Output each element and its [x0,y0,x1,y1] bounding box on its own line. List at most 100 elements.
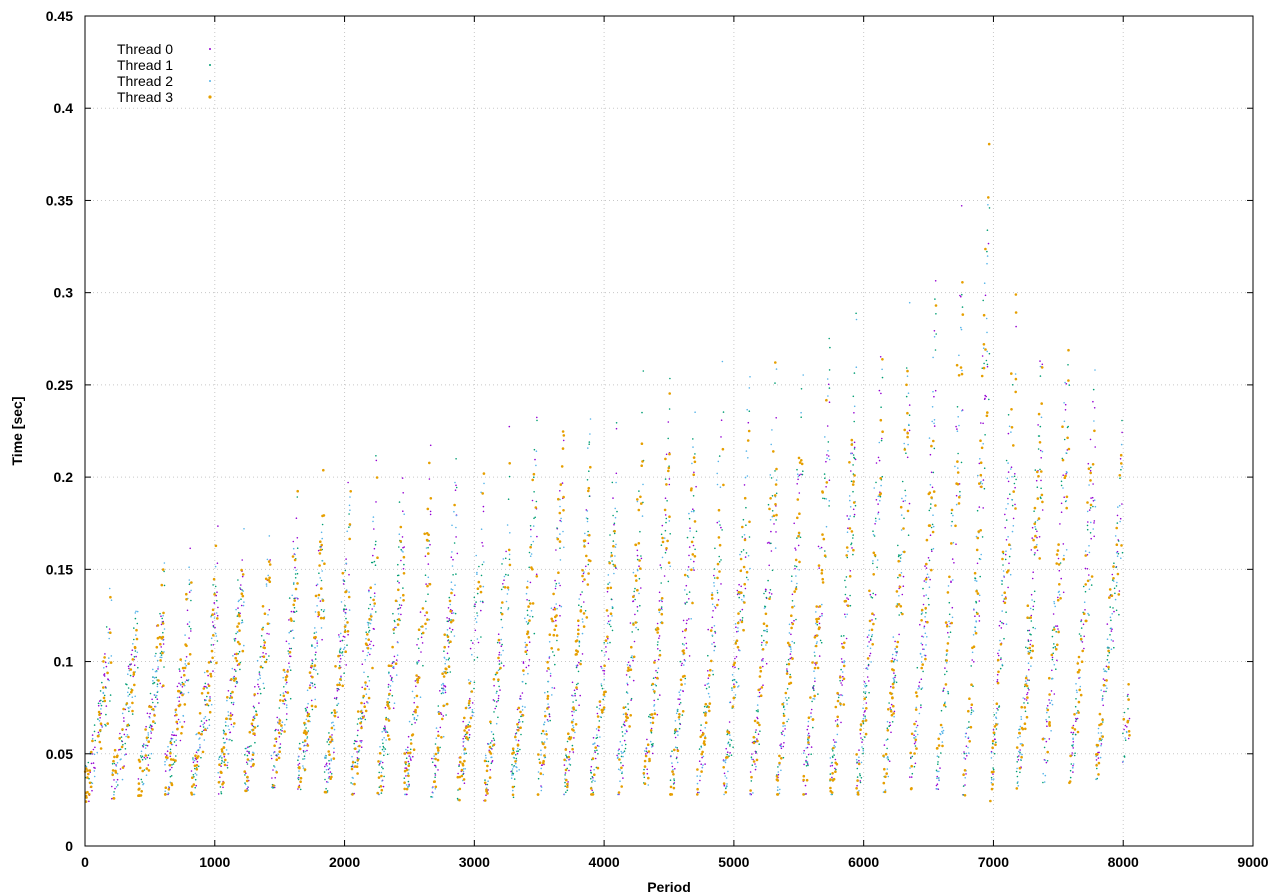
data-point [480,491,482,494]
data-point [232,655,234,657]
data-point [836,723,839,726]
data-point [524,646,527,649]
data-point [493,700,496,702]
data-point [253,715,256,717]
data-point [470,639,473,642]
data-point [502,649,504,652]
data-point [630,697,633,700]
data-point [716,472,718,475]
data-point [330,758,333,760]
data-point [373,547,376,550]
data-point [224,758,227,762]
data-point [149,712,151,715]
data-point [984,397,986,400]
data-point [1023,702,1025,704]
data-point [682,690,684,693]
data-point [985,414,989,418]
data-point [327,768,330,771]
data-point [293,620,295,622]
data-point [1004,597,1007,600]
data-point [762,665,764,668]
data-point [443,656,446,659]
data-point [378,764,380,766]
data-point [955,503,958,506]
data-point [732,746,734,748]
data-point [455,484,457,487]
data-point [262,655,266,658]
data-point [203,739,206,741]
data-point [965,752,968,755]
data-point [1037,412,1041,416]
data-point [546,694,550,698]
data-point [563,793,566,796]
data-point [847,598,850,600]
data-point [711,643,713,645]
data-point [240,584,242,586]
data-point [246,750,248,753]
data-point [770,443,772,446]
data-point [1002,570,1005,572]
data-point [91,739,94,743]
data-point [872,592,874,595]
data-point [825,486,827,488]
data-point [790,633,792,636]
data-point [308,715,311,718]
data-point [228,728,230,731]
data-point [725,786,727,789]
data-point [929,453,932,456]
data-point [132,671,136,674]
data-point [208,710,212,714]
data-point [447,658,450,661]
data-point [770,477,773,479]
data-point [332,721,334,724]
data-point [186,623,189,625]
data-point [330,773,333,775]
data-point [898,633,900,636]
data-point [1054,646,1056,648]
data-point [92,762,95,764]
data-point [381,761,384,764]
data-point [916,724,919,727]
data-point [795,586,798,588]
data-point [890,685,892,688]
data-point [480,528,483,530]
data-point [485,783,487,786]
data-point [468,707,470,710]
data-point [946,690,949,693]
data-point [270,754,273,757]
data-point [802,752,805,754]
data-point [718,561,721,563]
data-point [487,789,489,791]
data-point [216,614,219,617]
data-point [883,744,886,746]
data-point [713,577,716,579]
data-point [285,704,288,706]
data-point [1007,497,1009,500]
data-point [368,631,370,633]
data-point [1030,549,1033,551]
data-point [532,472,536,476]
data-point [380,771,383,774]
data-point [970,665,972,667]
data-point [324,754,327,757]
data-point [722,760,725,762]
data-point [657,667,660,669]
data-point [866,645,869,647]
data-point [1036,543,1038,546]
data-point [1040,457,1042,459]
data-point [1026,647,1029,650]
data-point [434,752,438,756]
data-point [511,768,514,770]
data-point [497,656,500,660]
data-point [402,587,404,589]
data-point [482,472,486,475]
data-point [1065,506,1068,510]
data-point [666,500,668,502]
data-point [1089,438,1092,441]
data-point [109,631,112,634]
data-point [188,579,191,581]
data-point [559,533,561,535]
data-point [583,545,586,548]
data-point [1068,384,1071,386]
data-point [367,702,369,704]
